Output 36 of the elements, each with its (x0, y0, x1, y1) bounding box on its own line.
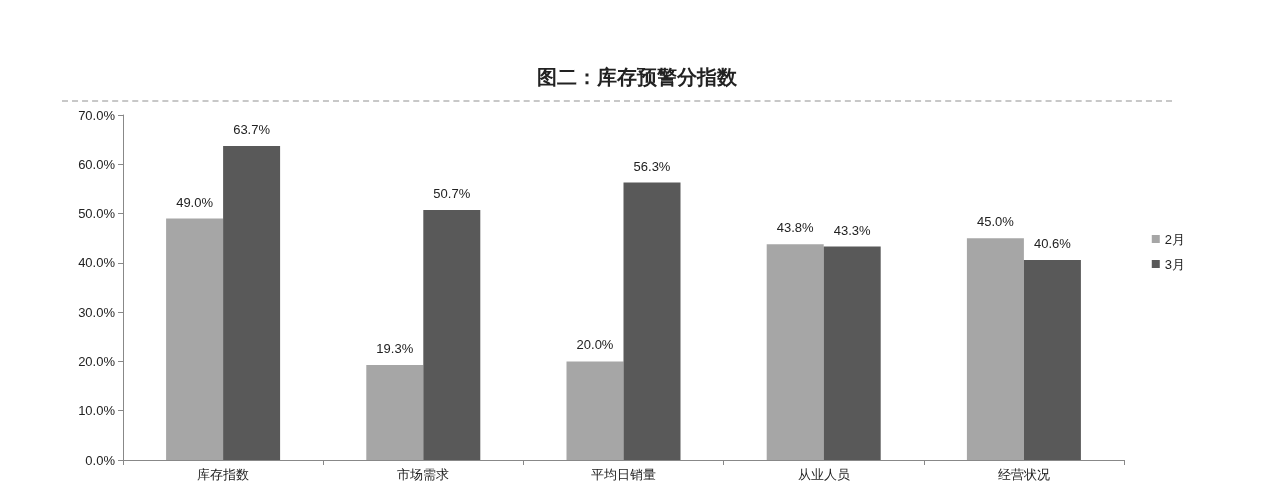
x-tick-label: 平均日销量 (591, 467, 656, 482)
x-tick-label: 市场需求 (397, 467, 450, 482)
bar (766, 244, 824, 460)
data-label: 45.0% (976, 214, 1015, 230)
y-tick-label: 60.0% (78, 156, 116, 172)
bar (366, 364, 424, 460)
data-label: 43.3% (833, 222, 872, 238)
y-tick-label: 70.0% (78, 107, 116, 123)
bar (966, 238, 1024, 460)
data-label: 50.7% (433, 186, 471, 202)
data-label: 19.3% (376, 340, 414, 356)
x-tick-label: 从业人员 (797, 467, 850, 482)
data-label: 43.8% (776, 220, 815, 236)
bar (423, 210, 481, 460)
bar (623, 182, 681, 460)
y-tick-label: 40.0% (78, 255, 116, 271)
data-label: 56.3% (633, 158, 671, 174)
y-tick-label: 20.0% (78, 353, 116, 369)
data-label: 40.6% (1033, 235, 1072, 251)
legend-label: 3月 (1164, 256, 1185, 272)
data-label: 63.7% (233, 122, 271, 138)
bar (166, 218, 224, 460)
y-tick-label: 10.0% (78, 403, 116, 419)
legend-label: 2月 (1164, 231, 1185, 247)
data-label: 49.0% (176, 194, 214, 210)
y-tick-label: 50.0% (78, 206, 116, 222)
y-tick-label: 30.0% (78, 304, 116, 320)
x-tick-label: 经营状况 (997, 467, 1050, 482)
bar (1023, 259, 1081, 460)
bar (223, 146, 281, 460)
x-tick-label: 库存指数 (197, 467, 250, 482)
chart-title: 图二：库存预警分指数 (537, 66, 738, 88)
bar (566, 361, 624, 460)
y-tick-label: 0.0% (85, 452, 116, 468)
data-label: 20.0% (576, 337, 614, 353)
bar (823, 246, 881, 460)
